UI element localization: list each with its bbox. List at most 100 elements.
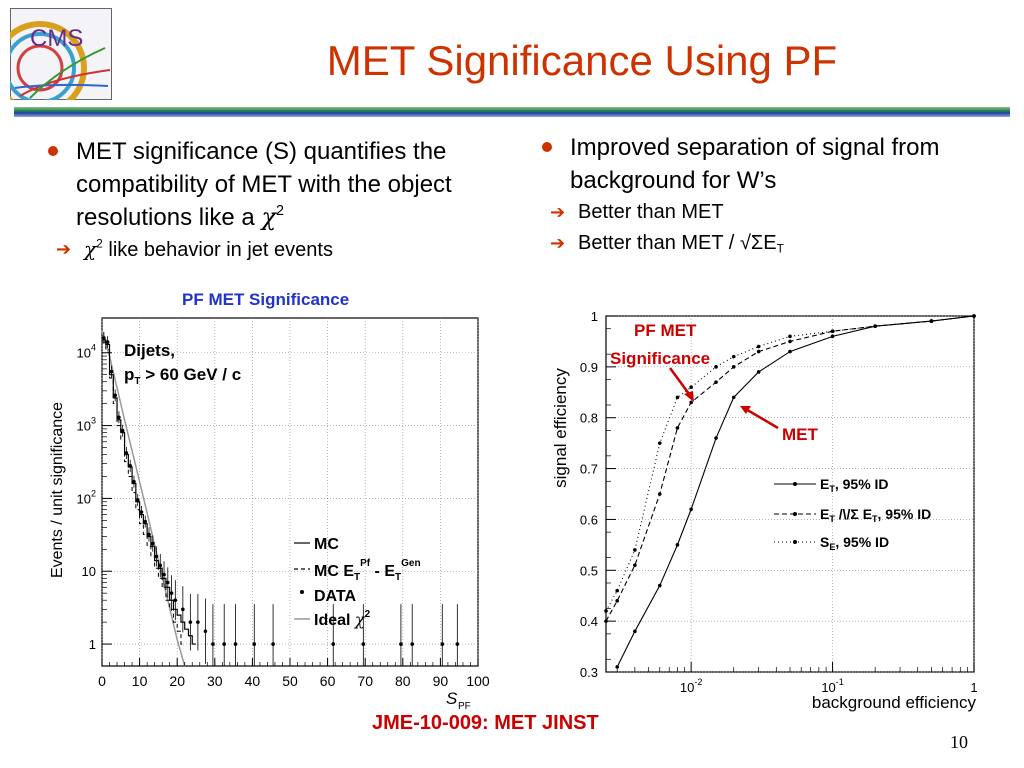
curve-point [633, 629, 637, 634]
legend-mc: MC [314, 536, 339, 553]
x-tick-label: 100 [466, 673, 490, 689]
curve-point [633, 563, 637, 567]
left-plot-title: PF MET Significance [182, 290, 350, 309]
sqrt-sum-symbol: √ΣE [739, 232, 777, 254]
curve-point [756, 370, 761, 374]
y-tick-exponent: 4 [91, 343, 96, 353]
x-axis-label: S [446, 689, 458, 708]
sub-bullet-text: like behavior in jet events [102, 239, 333, 261]
x-tick-label: 0 [98, 673, 106, 689]
bullet-text: MET significance (S) quantifies the comp… [76, 138, 452, 231]
arrow-right-icon: ➔ [56, 239, 72, 260]
bullet-item: MET significance (S) quantifies the comp… [40, 135, 510, 234]
page-number: 10 [950, 732, 968, 752]
subscript: T [776, 241, 784, 256]
sub-bullet-text: Better than MET [578, 201, 724, 223]
chi-symbol: χ [84, 237, 97, 261]
annotation-met: MET [782, 425, 819, 444]
curve-point [689, 507, 693, 512]
arrow-right-icon: ➔ [550, 202, 566, 223]
curve-point [873, 324, 877, 328]
page-title: MET Significance Using PF [326, 37, 838, 84]
logo-text: CMS [30, 25, 83, 52]
curve-point [689, 400, 693, 405]
legend-se: SE, 95% ID [820, 534, 889, 552]
curve-point [788, 349, 792, 354]
bullet-dot-icon [48, 146, 58, 156]
x-tick-exponent: -1 [836, 677, 844, 687]
y-tick-label: 1 [591, 309, 598, 324]
curve-point [675, 426, 680, 430]
curve-point [689, 385, 693, 389]
curve-point [675, 543, 680, 547]
y-tick-label: 0.6 [580, 512, 598, 527]
curve-point [615, 665, 619, 669]
curve-point [657, 492, 662, 496]
series-ideal-line [101, 330, 186, 667]
annotation-pf-met: PF MET [634, 321, 697, 340]
y-tick-label: 0.9 [580, 360, 598, 375]
curve-point [830, 329, 835, 334]
curve-point [788, 334, 792, 339]
x-axis-label-sub: PF [458, 701, 471, 712]
y-axis-label: signal efficiency [551, 368, 570, 488]
curve-point [972, 314, 976, 318]
y-tick-label: 0.7 [580, 462, 598, 477]
x-tick-label: 10 [132, 673, 148, 689]
annotation-dijets: Dijets, [124, 341, 175, 360]
series-mc-diff-line [102, 341, 185, 645]
y-tick-exponent: 3 [91, 416, 96, 426]
sub-bullet-item: ➔ Better than MET / √ΣET [534, 228, 1004, 259]
curve-point [615, 599, 619, 603]
curve-point [615, 588, 619, 593]
cms-logo: CMS [0, 8, 112, 115]
left-bullet-list: MET significance (S) quantifies the comp… [40, 135, 510, 266]
x-tick-label: 1 [970, 680, 977, 695]
curve-point [731, 354, 736, 359]
x-tick-label: 80 [395, 673, 411, 689]
curve-point [929, 319, 934, 323]
x-tick-label: 30 [207, 673, 223, 689]
sub-bullet-item: ➔ Better than MET [534, 197, 1004, 228]
legend-ideal: Ideal χ2 [314, 609, 371, 629]
annotation-pt-cut: pT > 60 GeV / c [124, 365, 241, 387]
x-tick-exponent: -2 [694, 677, 702, 687]
legend-et: ET, 95% ID [820, 476, 889, 494]
curve-point [756, 349, 761, 354]
reference-label: JME-10-009: MET JINST [372, 712, 599, 734]
curve-point [657, 583, 662, 588]
curve-point [633, 548, 637, 552]
arrow-right-icon: ➔ [550, 233, 566, 254]
legend-et-sumet-marker [793, 512, 797, 516]
legend-mc-diff: MC ETPf - ETGen [314, 558, 421, 583]
curve-point [788, 339, 792, 344]
curve-point [604, 609, 608, 613]
grid [101, 318, 479, 666]
annotation-significance: Significance [610, 349, 710, 368]
curve-point [714, 380, 718, 384]
curve-point [731, 365, 736, 369]
curve-point [756, 344, 761, 349]
legend: MC MC ETPf - ETGen DATA Ideal χ2 [294, 536, 421, 629]
y-tick-label: 0.5 [580, 563, 598, 578]
sub-bullet-text: Better than MET / [578, 232, 740, 254]
y-axis-label: Events / unit significance [49, 402, 66, 578]
y-tick-label: 10 [82, 564, 96, 579]
chi-symbol: χ [261, 203, 276, 231]
y-tick-exponent: 2 [91, 488, 96, 498]
legend-data: DATA [314, 588, 357, 605]
legend-se-marker [793, 540, 797, 544]
annotation-met-arrowhead [740, 406, 751, 414]
bullet-text: Improved separation of signal from backg… [570, 134, 940, 194]
x-tick-label: 50 [282, 673, 298, 689]
curve-point [714, 436, 718, 440]
x-tick-label: 20 [169, 673, 185, 689]
chart-marks [101, 330, 460, 667]
legend-et-marker [793, 482, 797, 486]
bullet-item: Improved separation of signal from backg… [534, 131, 1004, 197]
series-et-sumet-line [605, 315, 975, 622]
